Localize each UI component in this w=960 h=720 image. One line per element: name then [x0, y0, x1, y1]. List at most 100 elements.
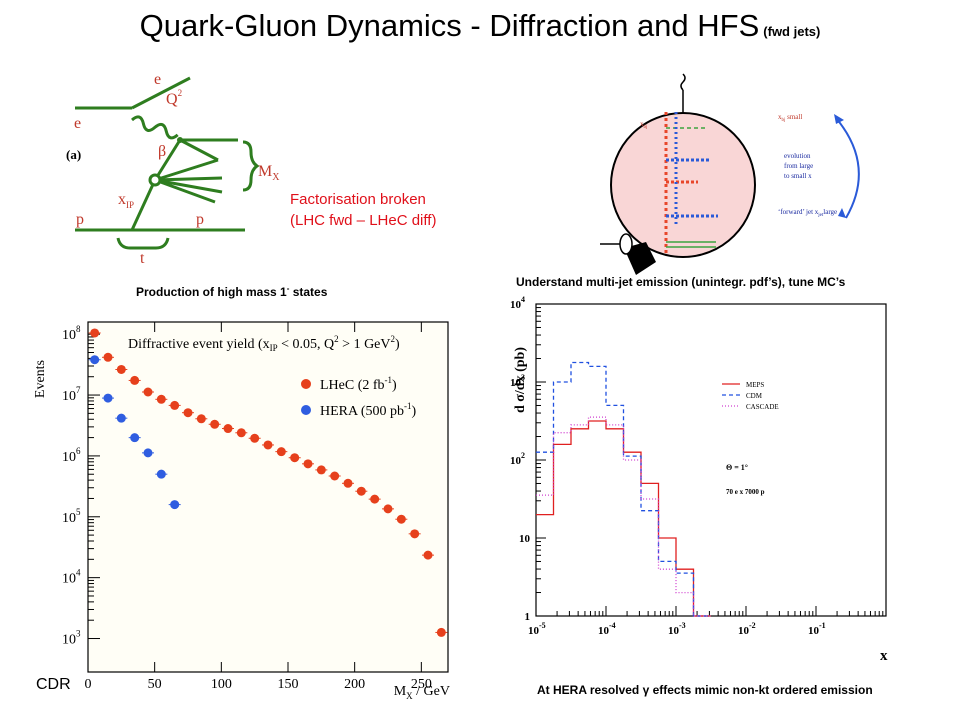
slide-title-suffix: (fwd jets) [763, 24, 821, 39]
forward-jet-diagram: xbj xbj small evolution from large to sm… [600, 73, 860, 275]
x-tick-label: 150 [278, 677, 299, 692]
data-point-lhec [330, 471, 340, 481]
x-tick-label: 250 [411, 677, 432, 692]
data-point-hera [130, 433, 140, 443]
feynman-label-xip: xIP [118, 191, 134, 210]
data-point-lhec [143, 387, 153, 397]
data-point-hera [156, 469, 166, 479]
data-point-lhec [396, 514, 406, 524]
data-point-hera [143, 448, 153, 458]
y-tick-label: 103 [62, 629, 81, 648]
fwdjet-label-xbj: xbj [640, 120, 647, 130]
feynman-label-t: t [140, 250, 145, 267]
data-point-lhec [156, 394, 166, 404]
x-tick-label: 10-5 [528, 621, 546, 637]
data-point-lhec [316, 465, 326, 475]
x-axis-label: MX / GeV [394, 684, 450, 701]
plot-frame [535, 303, 887, 617]
fwdjet-evolution-3: to small x [784, 172, 812, 180]
y-tick-label: 107 [62, 385, 81, 404]
data-point-hera [103, 393, 113, 403]
legend-marker-lhec [301, 379, 311, 389]
legend-label-meps: MEPS [746, 381, 764, 389]
data-point-hera [116, 413, 126, 423]
feynman-label-p-in: p [76, 211, 84, 228]
y-tick-label: 102 [510, 451, 525, 467]
x-tick-label: 50 [148, 677, 162, 692]
feynman-label-e-out: e [154, 71, 161, 88]
y-axis-label: d σ/dx (pb) [513, 347, 528, 413]
legend-label-hera: HERA (500 pb-1) [320, 401, 417, 419]
y-tick-label: 108 [62, 324, 81, 343]
data-point-lhec [343, 478, 353, 488]
data-point-lhec [183, 408, 193, 418]
data-point-lhec [263, 440, 273, 450]
beam-label: 70 e x 7000 p [726, 488, 765, 496]
x-tick-label: 0 [85, 677, 92, 692]
feynman-label-beta: β [158, 143, 166, 160]
data-point-lhec [410, 529, 420, 539]
x-tick-label: 10-1 [808, 621, 826, 637]
series-line-cdm [536, 361, 711, 617]
caption-multijet: Understand multi-jet emission (unintegr.… [516, 275, 846, 289]
data-point-lhec [276, 447, 286, 457]
data-point-lhec [236, 428, 246, 438]
x-tick-label: 100 [211, 677, 232, 692]
data-point-lhec [303, 459, 313, 469]
x-tick-label: 10-2 [738, 621, 756, 637]
feynman-label-p-out: p [196, 211, 204, 228]
data-point-lhec [290, 453, 300, 463]
feynman-label-mx: MX [258, 163, 280, 183]
y-tick-label: 104 [62, 568, 81, 587]
data-point-hera [170, 500, 180, 510]
data-point-lhec [423, 550, 433, 560]
data-point-lhec [116, 364, 126, 374]
theta-label: Θ = 1° [726, 463, 748, 472]
data-point-hera [90, 355, 100, 365]
legend-marker-hera [301, 405, 311, 415]
data-point-lhec [250, 433, 260, 443]
y-tick-label: 104 [510, 296, 525, 311]
y-tick-label: 103 [510, 373, 525, 389]
feynman-label-q2: Q2 [166, 88, 182, 108]
data-point-lhec [196, 414, 206, 424]
data-point-lhec [383, 504, 393, 514]
data-point-lhec [356, 486, 366, 496]
y-axis-label: Events [33, 360, 48, 398]
y-tick-label: 106 [62, 446, 81, 465]
data-point-lhec [90, 328, 100, 338]
data-point-lhec [210, 419, 220, 429]
data-point-lhec [436, 627, 446, 637]
data-point-lhec [370, 494, 380, 504]
cdr-label: CDR [36, 676, 71, 693]
fwdjet-evolution-2: from large [784, 162, 813, 170]
caption-hera-resolved: At HERA resolved γ effects mimic non-kt … [537, 683, 873, 697]
x-tick-label: 10-4 [598, 621, 616, 637]
legend-label-cascade: CASCADE [746, 403, 779, 411]
feynman-diagram: e e Q2 β xIP p p t MX (a) [66, 71, 280, 267]
x-tick-label: 200 [344, 677, 365, 692]
feynman-panel-label: (a) [66, 147, 81, 162]
y-tick-label: 10 [519, 533, 531, 545]
fwdjet-label-xbj-small: xbj small [778, 113, 802, 123]
fwdjet-evolution-1: evolution [784, 152, 811, 160]
data-point-lhec [223, 424, 233, 434]
legend-label-cdm: CDM [746, 392, 763, 400]
diffractive-yield-chart: 0 50 100 150 200 250 103 104 105 106 107 108 Diffra… [33, 321, 450, 701]
chart-title: Diffractive event yield (xIP < 0.05, Q2 … [128, 334, 400, 353]
caption-high-mass: Production of high mass 1- states [136, 284, 328, 299]
x-tick-label: 10-3 [668, 621, 686, 637]
slide-title: Quark-Gluon Dynamics - Diffraction and H… [139, 8, 821, 43]
data-point-lhec [170, 400, 180, 410]
legend-label-lhec: LHeC (2 fb-1) [320, 375, 397, 393]
data-point-lhec [103, 352, 113, 362]
feynman-label-e-in: e [74, 115, 81, 132]
dsigma-dx-chart: 10-5 10-4 10-3 10-2 10-1 1 10 102 103 104 MEPS CDM… [510, 296, 888, 664]
factorisation-note: Factorisation broken (LHC fwd – LHeC dif… [290, 191, 437, 229]
fwdjet-label-fwd: ‘forward’ jet xjetlarge [778, 208, 837, 218]
plot-frame [87, 321, 449, 673]
y-tick-label: 105 [62, 507, 81, 526]
data-point-lhec [130, 375, 140, 385]
x-axis-label: x [880, 648, 888, 664]
y-tick-label: 1 [525, 611, 531, 623]
